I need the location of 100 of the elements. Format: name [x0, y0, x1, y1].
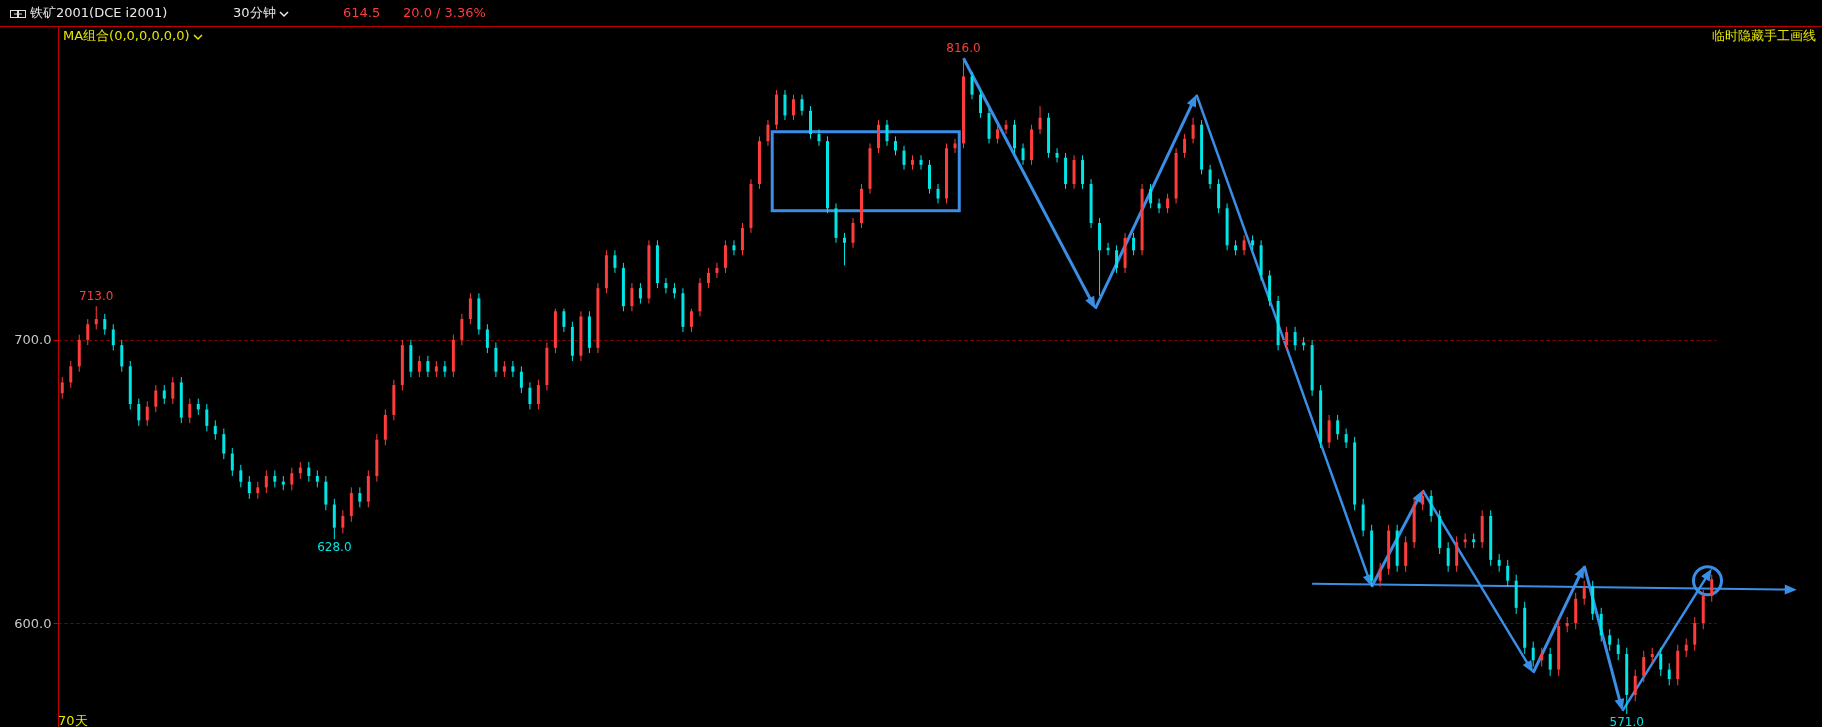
- candlestick: [494, 342, 498, 378]
- candlestick: [791, 94, 795, 121]
- candlestick: [460, 313, 464, 346]
- candlestick: [1157, 198, 1161, 214]
- candlestick: [111, 323, 115, 351]
- candlestick: [213, 419, 217, 441]
- candlestick: [1582, 580, 1586, 606]
- candlestick: [154, 384, 158, 413]
- candlestick: [1429, 489, 1433, 523]
- annotation: 571.0: [1609, 715, 1644, 727]
- candlestick: [1455, 535, 1459, 573]
- candlestick: [1166, 193, 1170, 214]
- candlestick: [426, 355, 430, 378]
- candlestick: [851, 217, 855, 249]
- y-tick-label: 700.0: [14, 332, 52, 348]
- candlestick: [230, 447, 234, 477]
- candlestick: [1506, 559, 1510, 588]
- candlestick: [162, 384, 166, 405]
- candlestick: [1038, 105, 1042, 135]
- candlestick: [264, 469, 268, 494]
- candlestick: [1710, 574, 1714, 603]
- candlestick: [1667, 662, 1671, 686]
- candlestick: [664, 277, 668, 294]
- candlestick: [528, 381, 532, 410]
- candlestick: [341, 509, 345, 534]
- candlestick: [996, 124, 1000, 144]
- candlestick: [1599, 607, 1603, 643]
- candlestick: [60, 376, 64, 400]
- candlestick: [120, 339, 124, 373]
- candlestick: [290, 467, 294, 491]
- candlestick: [1378, 562, 1382, 588]
- candlestick: [1540, 647, 1544, 667]
- candlestick: [1421, 489, 1425, 511]
- candlestick: [307, 461, 311, 483]
- candlestick: [443, 360, 447, 378]
- candlestick: [188, 398, 192, 424]
- candlestick: [1013, 119, 1017, 154]
- text: 30分钟: [233, 5, 276, 21]
- candlestick: [417, 355, 421, 378]
- candlestick: [145, 400, 149, 427]
- candlestick: [638, 282, 642, 305]
- candlestick: [766, 119, 770, 147]
- candlestick: [1149, 183, 1153, 209]
- candlestick: [1242, 234, 1246, 256]
- candlestick: [689, 308, 693, 333]
- candlestick: [842, 232, 846, 266]
- candlestick: [205, 403, 209, 432]
- candlestick: [800, 94, 804, 116]
- candlestick: [732, 239, 736, 256]
- candlestick: [332, 498, 336, 540]
- candlestick: [783, 89, 787, 121]
- candlestick: [562, 308, 566, 333]
- candlestick: [468, 292, 472, 325]
- annotation: 70天: [58, 713, 88, 727]
- candlestick: [1659, 647, 1663, 677]
- candlestick: [1693, 616, 1697, 652]
- candlestick: [137, 398, 141, 427]
- candlestick: [103, 313, 107, 336]
- candlestick: [970, 71, 974, 100]
- candlestick: [1021, 142, 1025, 166]
- y-tick-label: 600.0: [14, 615, 52, 631]
- candlestick: [511, 360, 515, 378]
- candlestick: [877, 119, 880, 154]
- candlestick: [1336, 414, 1340, 441]
- candlestick: [1183, 133, 1187, 159]
- candlestick: [1081, 154, 1085, 190]
- candlestick: [979, 89, 983, 119]
- candlestick: [1327, 414, 1331, 449]
- text: 20.0 / 3.36%: [403, 5, 486, 21]
- candlestick: [1531, 641, 1535, 667]
- candlestick: [94, 305, 98, 330]
- candlestick: [1608, 628, 1612, 652]
- candlestick: [1115, 244, 1119, 274]
- candlestick: [171, 376, 175, 405]
- candlestick: [1446, 541, 1450, 573]
- candlestick: [349, 486, 353, 523]
- candlestick: [1285, 326, 1289, 351]
- candlestick: [1684, 637, 1688, 658]
- text: 614.5: [343, 5, 381, 21]
- annotation: 临时隐藏手工画线: [1712, 28, 1816, 44]
- candlestick: [1548, 647, 1552, 677]
- candlestick: [519, 365, 523, 394]
- candlestick: [1633, 669, 1637, 702]
- candlestick: [936, 183, 940, 204]
- candlestick: [740, 222, 744, 256]
- candlestick: [706, 267, 710, 289]
- candlestick: [1055, 147, 1059, 163]
- candlestick: [1344, 428, 1348, 449]
- candlestick: [536, 379, 540, 410]
- candlestick: [1191, 117, 1195, 144]
- candlestick: [324, 475, 328, 511]
- candlestick: [808, 105, 812, 140]
- candlestick: [1072, 154, 1076, 190]
- candlestick: [247, 475, 251, 500]
- candlestick: [630, 282, 634, 312]
- candlestick: [222, 428, 226, 460]
- candlestick: [1208, 164, 1212, 190]
- chart-title: 铁矿2001(DCE i2001): [30, 5, 168, 21]
- annotation: 628.0: [317, 540, 352, 555]
- candlestick: [715, 262, 719, 279]
